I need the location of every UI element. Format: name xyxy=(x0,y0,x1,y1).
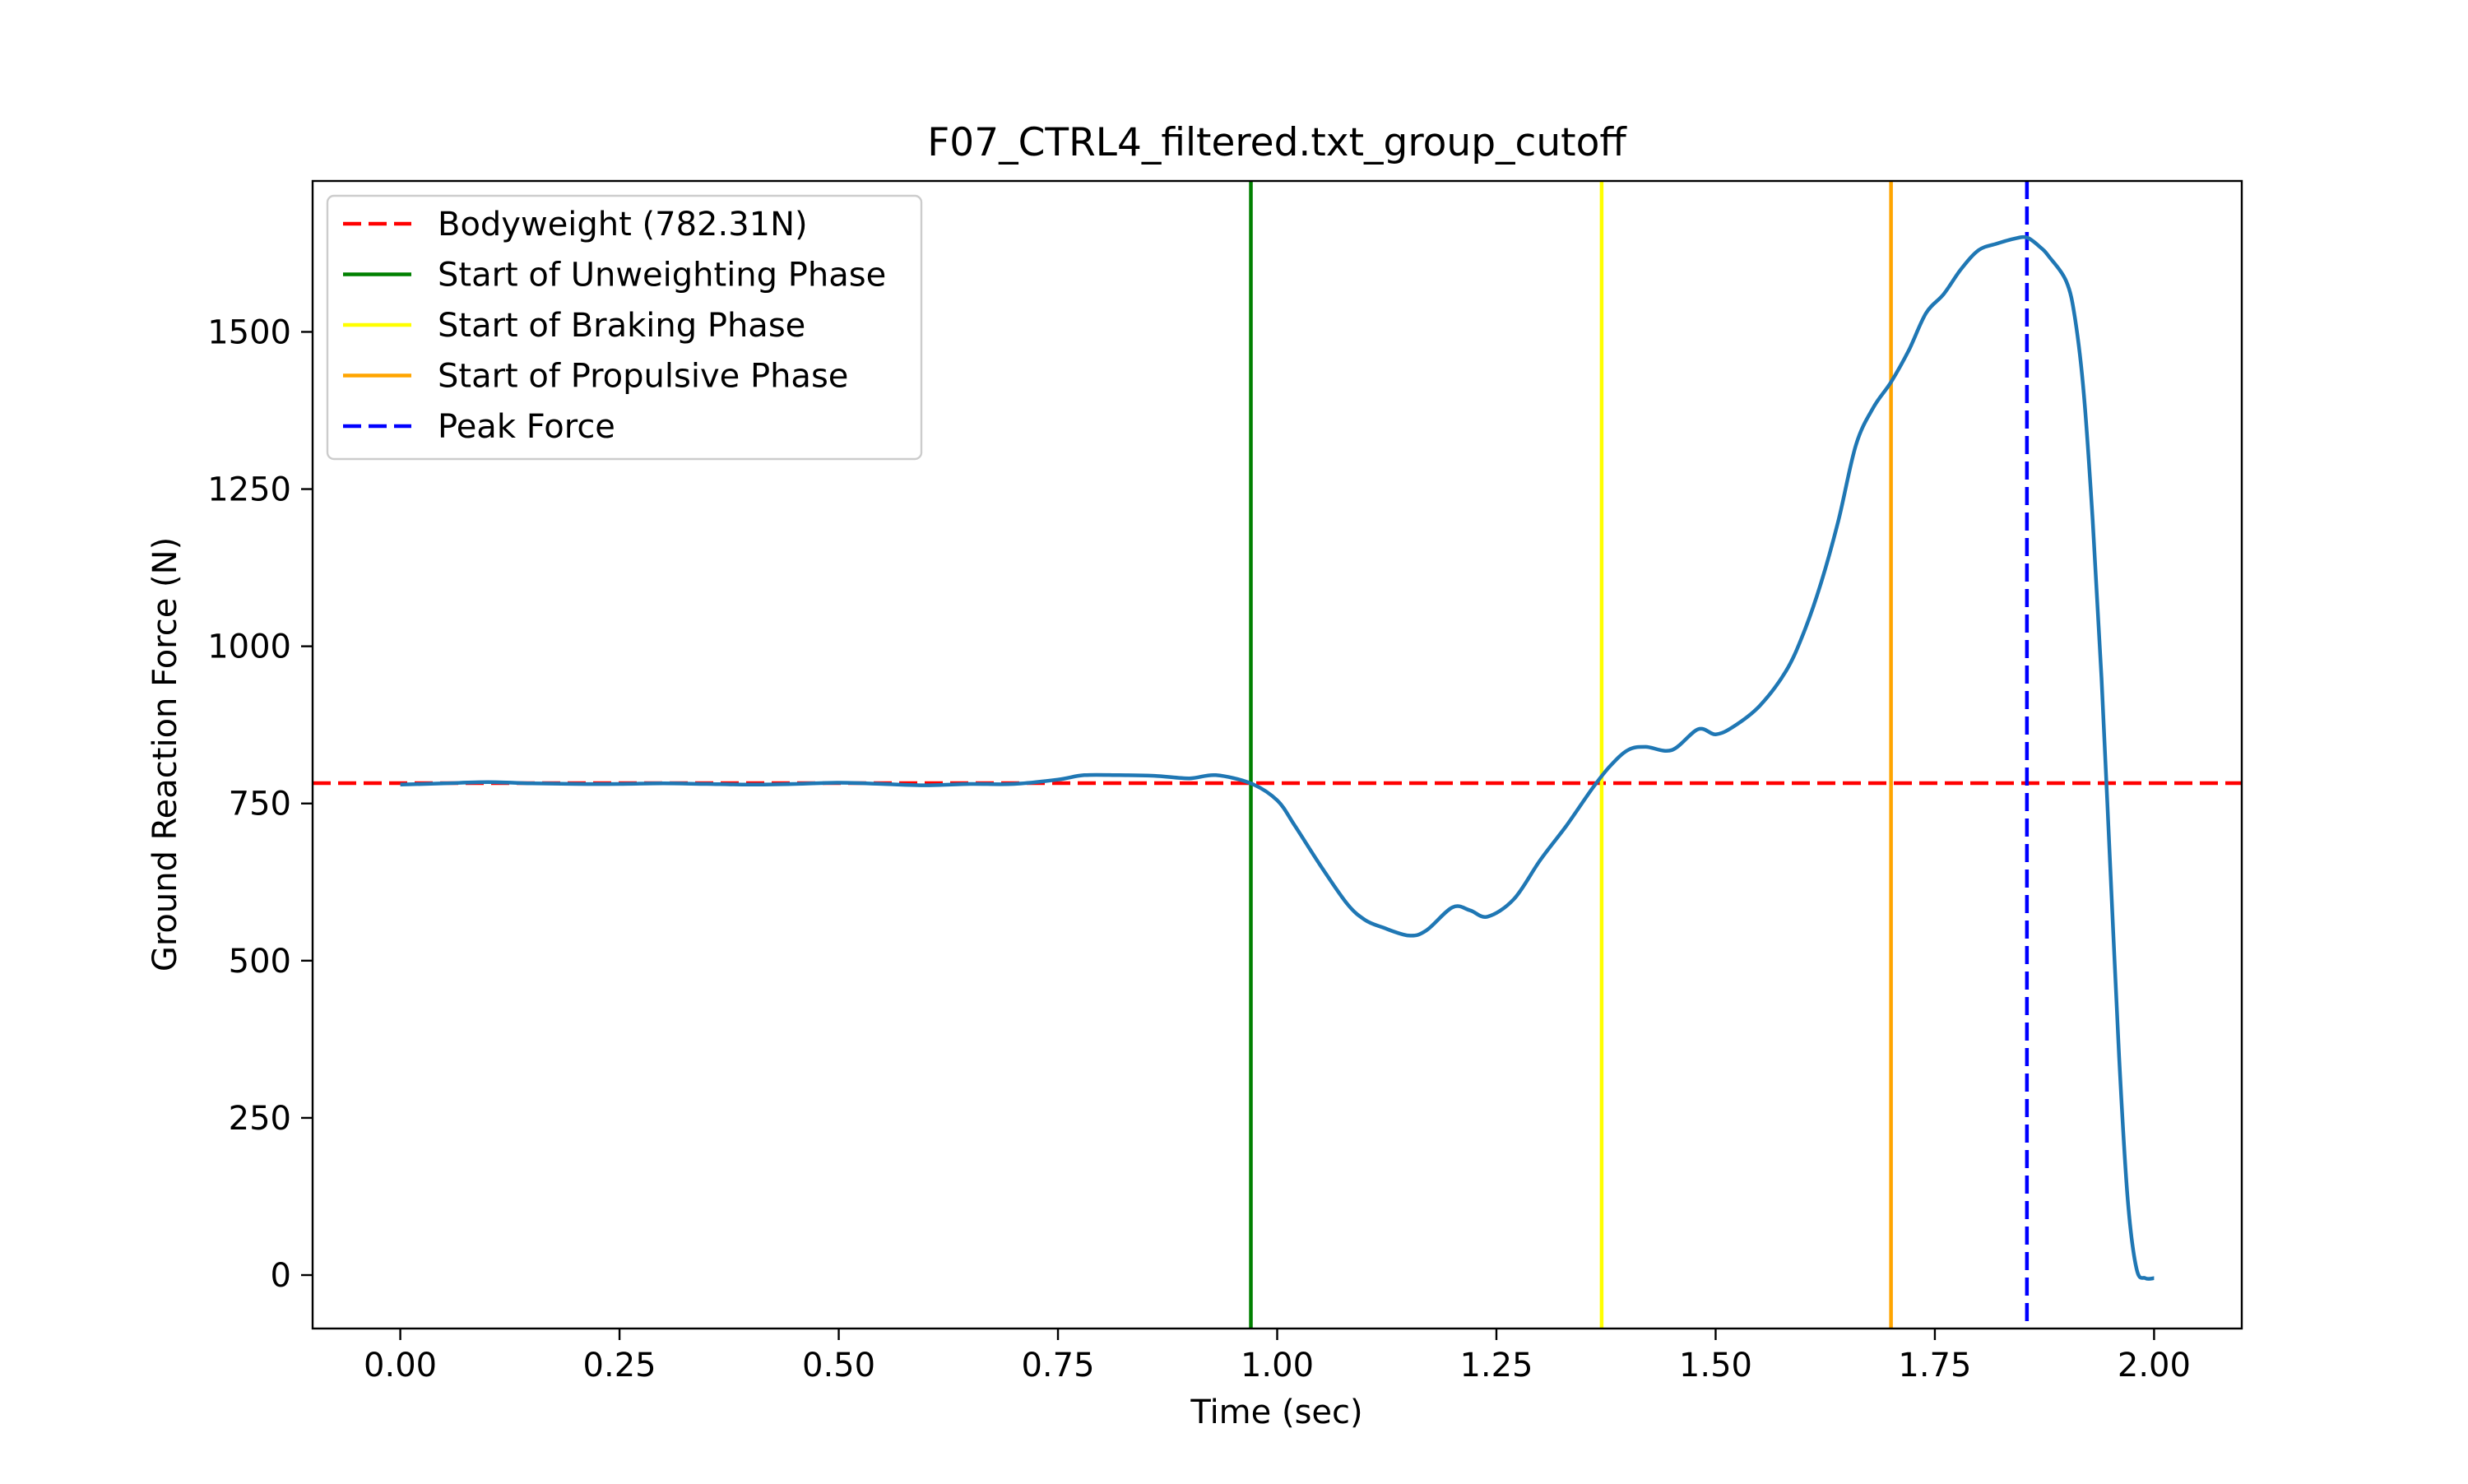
y-tick-label: 1500 xyxy=(207,313,291,351)
x-tick-label: 0.50 xyxy=(802,1347,875,1384)
x-tick-label: 1.75 xyxy=(1898,1347,1971,1384)
x-tick-label: 1.50 xyxy=(1679,1347,1752,1384)
x-tick-label: 0.75 xyxy=(1021,1347,1094,1384)
legend-label: Bodyweight (782.31N) xyxy=(438,206,808,243)
legend-box xyxy=(326,194,923,461)
legend-label: Start of Unweighting Phase xyxy=(438,257,886,294)
legend-label: Peak Force xyxy=(438,408,615,446)
x-tick-label: 1.00 xyxy=(1241,1347,1314,1384)
y-axis-label: Ground Reaction Force (N) xyxy=(146,537,184,972)
legend: Bodyweight (782.31N) Start of Unweighting… xyxy=(326,194,923,461)
chart-title: F07_CTRL4_filtered.txt_group_cutoff xyxy=(927,120,1627,165)
series-layer xyxy=(400,234,2155,1281)
legend-label: Start of Braking Phase xyxy=(438,307,805,345)
y-tick-label: 1000 xyxy=(207,628,291,666)
y-axis-ticks: 0 250 500 750 1000 1250 1500 xyxy=(207,313,313,1295)
y-tick-label: 250 xyxy=(229,1100,291,1138)
x-axis-ticks: 0.00 0.25 0.50 0.75 1.00 1.25 1.50 1.75 2.00 xyxy=(364,1329,2191,1384)
y-tick-label: 0 xyxy=(271,1257,291,1295)
y-tick-label: 750 xyxy=(229,786,291,823)
x-tick-label: 0.00 xyxy=(364,1347,437,1384)
y-tick-label: 1250 xyxy=(207,471,291,509)
x-axis-label: Time (sec) xyxy=(1190,1394,1362,1431)
force-series-line xyxy=(400,234,2155,1281)
legend-label: Start of Propulsive Phase xyxy=(438,358,848,396)
x-tick-label: 0.25 xyxy=(583,1347,656,1384)
x-tick-label: 1.25 xyxy=(1459,1347,1533,1384)
y-tick-label: 500 xyxy=(229,943,291,981)
legend-entries: Bodyweight (782.31N) Start of Unweighting… xyxy=(343,206,886,446)
x-tick-label: 2.00 xyxy=(2118,1347,2191,1384)
